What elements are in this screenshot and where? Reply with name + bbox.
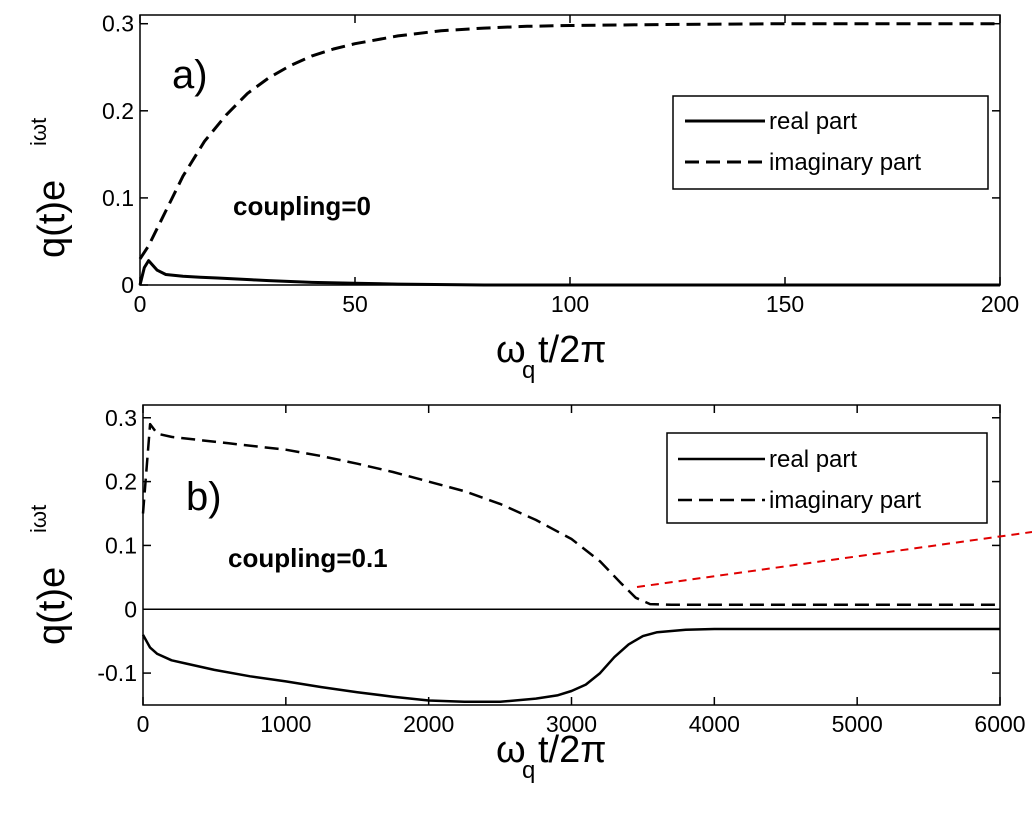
- panel-a-ylabel-main: q(t)e: [31, 180, 73, 258]
- panel-b-y-tick-label: 0: [124, 596, 137, 622]
- panel-a: 0 50 100 150 200 0 0.1 0.2 0.3 a) coupling=0 rea…: [26, 11, 1019, 384]
- panel-a-y-tick-label: 0.2: [102, 98, 134, 124]
- annotation-arrow: [636, 531, 1032, 588]
- panel-b-x-tick-label: 0: [137, 711, 150, 737]
- panel-b-x-tick-label: 3000: [546, 711, 597, 737]
- panel-b-y-tick-label: 0.3: [105, 405, 137, 431]
- panel-b-y-tick-label: 0.1: [105, 532, 137, 558]
- panel-b-y-tick-label: -0.1: [97, 660, 137, 686]
- panel-b-xlabel-rest: t/2π: [538, 729, 606, 771]
- panel-a-annotation: coupling=0: [233, 191, 371, 221]
- panel-b-x-tick-label: 5000: [832, 711, 883, 737]
- panel-b-legend: real part imaginary part: [666, 432, 988, 524]
- panel-a-legend-box: [672, 95, 989, 190]
- panel-b-label: b): [186, 475, 222, 519]
- panel-b-series-imaginary: [141, 422, 1000, 607]
- panel-a-y-tick-label: 0.3: [102, 11, 134, 37]
- panel-a-ylabel-sup: iωt: [26, 118, 51, 146]
- panel-a-xlabel-main: ω: [496, 329, 526, 371]
- panel-a-x-axis-label: ω q t/2π: [496, 329, 606, 384]
- panel-b-legend-box: [666, 432, 988, 524]
- panel-b-x-tick-label: 2000: [403, 711, 454, 737]
- panel-a-y-tick-label: 0.1: [102, 185, 134, 211]
- panel-a-x-tick-label: 0: [134, 291, 147, 317]
- panel-b: 0 1000 2000 3000 4000 5000 6000-0.100.10.20.3 …: [26, 404, 1032, 784]
- panel-b-y-axis-label: q(t)e iωt: [26, 505, 73, 645]
- panel-a-x-tick-label: 200: [981, 291, 1019, 317]
- panel-b-legend-imag-label: imaginary part: [769, 487, 921, 514]
- panel-a-xlabel-sub: q: [522, 357, 535, 384]
- panel-a-x-tick-label: 100: [551, 291, 589, 317]
- panel-a-x-tick-label: 50: [342, 291, 368, 317]
- panel-a-xlabel-rest: t/2π: [538, 329, 606, 371]
- panel-b-annotation: coupling=0.1: [228, 543, 388, 573]
- panel-b-ylabel-main: q(t)e: [31, 567, 73, 645]
- panel-b-legend-real-label: real part: [769, 446, 857, 473]
- panel-b-xlabel-sub: q: [522, 757, 535, 784]
- svg-text:ω: ω: [496, 729, 526, 771]
- svg-text:ω: ω: [496, 329, 526, 371]
- panel-a-legend-real-label: real part: [769, 108, 857, 135]
- panel-b-x-tick-label: 4000: [689, 711, 740, 737]
- panel-a-legend-imag-label: imaginary part: [769, 149, 921, 176]
- panel-a-series-imaginary: [138, 22, 1000, 260]
- panel-a-label: a): [172, 53, 208, 97]
- panel-b-ylabel-sup: iωt: [26, 505, 51, 533]
- panel-b-y-tick-label: 0.2: [105, 469, 137, 495]
- panel-a-y-axis-label: q(t)e iωt: [26, 118, 73, 258]
- panel-b-x-tick-label: 1000: [260, 711, 311, 737]
- panel-a-y-tick-label: 0: [121, 272, 134, 298]
- panel-b-series-real: [141, 627, 1000, 704]
- panel-a-x-tick-label: 150: [766, 291, 804, 317]
- panel-b-xlabel-main: ω: [496, 729, 526, 771]
- panel-a-series-real: [138, 259, 1000, 287]
- panel-a-legend: real part imaginary part: [672, 95, 989, 190]
- panel-b-x-axis-label: ω q t/2π: [496, 729, 606, 784]
- panel-b-x-tick-label: 6000: [974, 711, 1025, 737]
